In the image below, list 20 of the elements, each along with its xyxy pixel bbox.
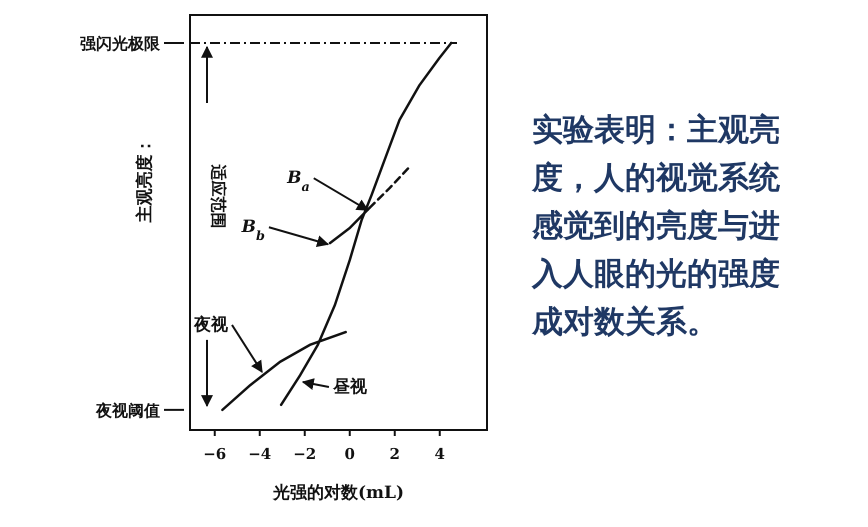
xtick: 2 <box>390 445 400 463</box>
xtick: 0 <box>344 445 355 463</box>
xtick: −6 <box>203 445 226 463</box>
xlabel: 光强的对数(mL) <box>272 483 404 503</box>
card-text: 度，人的视觉系统 <box>532 160 780 196</box>
xtick: −2 <box>293 445 316 463</box>
card-text: 感觉到的亮度与进 <box>532 208 780 244</box>
ref-label: 夜视阈值 <box>96 400 160 420</box>
annotation: B$_{b}$ <box>242 217 265 244</box>
ref-label: 强闪光极限 <box>80 34 160 53</box>
annotation: B$_{a}$ <box>287 168 310 195</box>
xtick: 4 <box>434 445 445 463</box>
annotation: 适应范围 <box>209 164 228 228</box>
card-text: 入人眼的光的强度 <box>532 256 780 292</box>
ylabel: 主观亮度： <box>135 138 155 222</box>
annotation: 昼视 <box>332 377 367 397</box>
xtick: −4 <box>248 445 272 463</box>
card-text: 成对数关系。 <box>532 304 718 340</box>
annotation: 夜视 <box>194 314 228 335</box>
card-text: 实验表明：主观亮 <box>532 112 780 148</box>
